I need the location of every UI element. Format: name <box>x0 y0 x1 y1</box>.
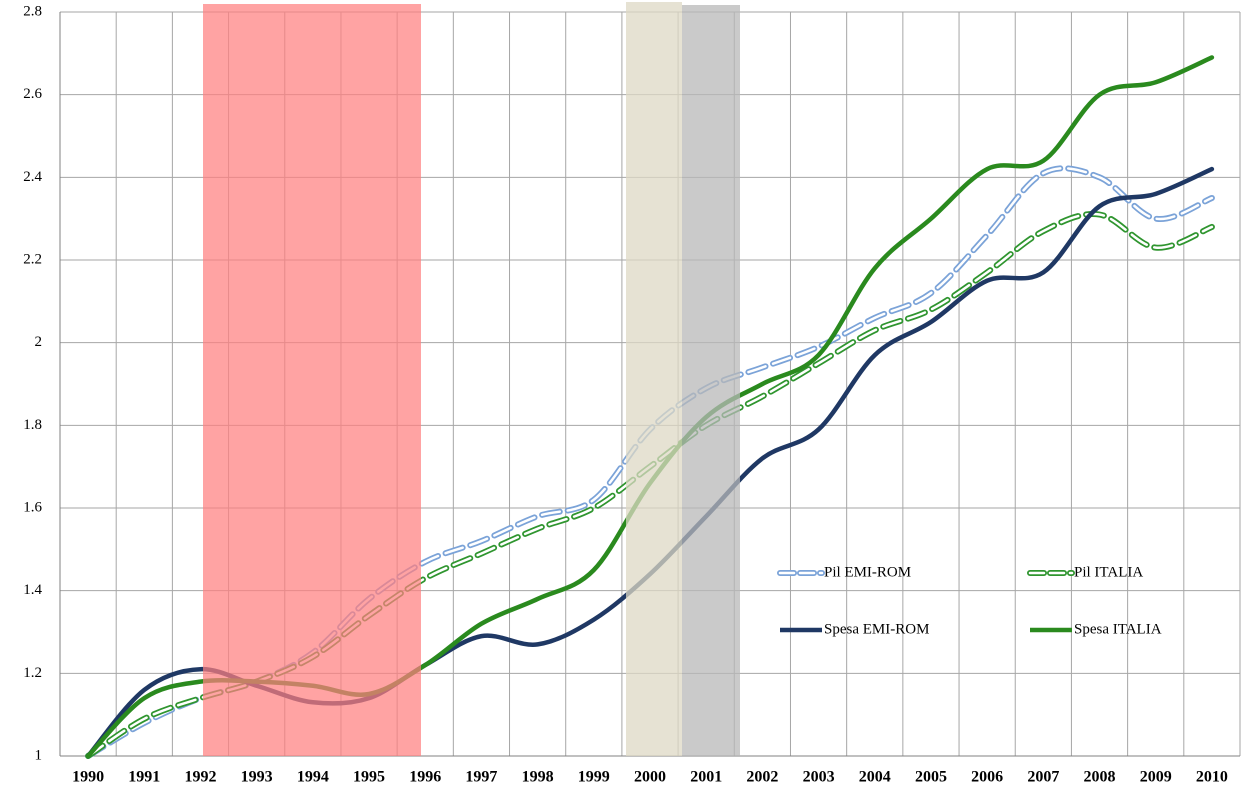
y-tick-label: 2.8 <box>23 3 42 19</box>
x-tick-label: 2006 <box>971 769 1003 786</box>
x-tick-label: 2008 <box>1084 769 1116 786</box>
x-tick-label: 1993 <box>241 769 273 786</box>
band-red <box>203 4 421 756</box>
y-tick-label: 1.8 <box>23 417 42 433</box>
x-tick-label: 1994 <box>297 769 329 786</box>
x-tick-label: 2007 <box>1027 769 1059 786</box>
x-tick-label: 1992 <box>184 769 216 786</box>
y-tick-label: 2.2 <box>23 251 42 267</box>
y-tick-label: 2 <box>35 334 43 350</box>
x-tick-label: 2000 <box>634 769 666 786</box>
x-tick-label: 1999 <box>578 769 610 786</box>
x-tick-label: 2005 <box>915 769 947 786</box>
x-tick-label: 2010 <box>1196 769 1228 786</box>
x-tick-label: 1995 <box>353 769 385 786</box>
y-tick-label: 2.4 <box>23 169 42 185</box>
x-tick-label: 1991 <box>128 769 160 786</box>
x-tick-label: 2003 <box>803 769 835 786</box>
x-tick-label: 2001 <box>690 769 722 786</box>
y-tick-label: 2.6 <box>23 86 42 102</box>
legend-label: Pil ITALIA <box>1074 564 1143 580</box>
legend-label: Pil EMI-ROM <box>824 564 911 580</box>
y-tick-label: 1.6 <box>23 499 42 515</box>
y-tick-label: 1.4 <box>23 582 42 598</box>
x-tick-label: 1998 <box>522 769 554 786</box>
y-tick-label: 1 <box>35 747 43 763</box>
legend-label: Spesa EMI-ROM <box>824 621 929 637</box>
y-tick-label: 1.2 <box>23 665 42 681</box>
x-tick-label: 1990 <box>72 769 104 786</box>
highlight-bands <box>203 2 740 756</box>
x-tick-label: 1996 <box>409 769 441 786</box>
band-gray <box>682 5 740 756</box>
x-tick-label: 2009 <box>1140 769 1172 786</box>
x-tick-label: 2004 <box>859 769 891 786</box>
x-tick-label: 1997 <box>465 769 497 786</box>
band-beige <box>626 2 682 756</box>
x-tick-label: 2002 <box>746 769 778 786</box>
legend-label: Spesa ITALIA <box>1074 621 1162 637</box>
